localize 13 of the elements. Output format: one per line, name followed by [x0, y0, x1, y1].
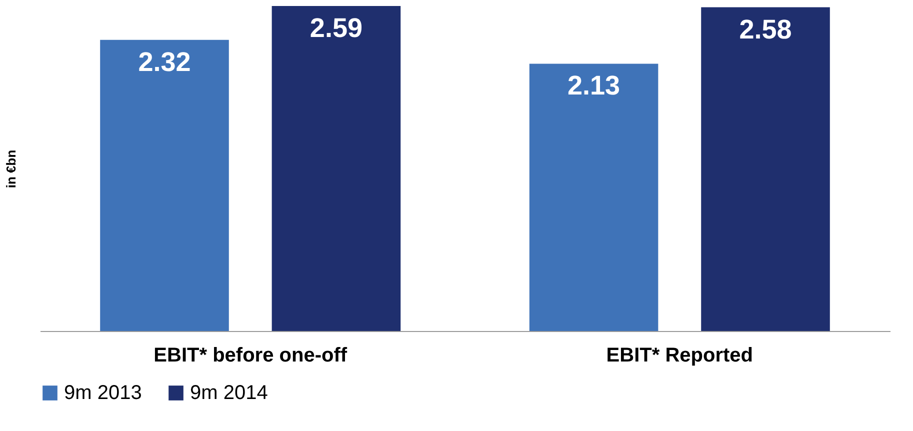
bar: [529, 64, 658, 331]
data-label: 2.58: [739, 14, 792, 44]
data-label: 2.59: [310, 13, 362, 43]
x-tick-label: EBIT* Reported: [606, 344, 753, 366]
x-tick-label: EBIT* before one-off: [154, 344, 348, 366]
legend-label: 9m 2014: [190, 382, 268, 404]
legend-label: 9m 2013: [64, 382, 142, 404]
bar: [100, 40, 229, 331]
data-label: 2.32: [138, 46, 191, 77]
bar: [272, 6, 401, 331]
y-axis-title: in €bn: [4, 150, 18, 188]
data-label: 2.13: [568, 70, 620, 101]
bar: [701, 7, 830, 331]
